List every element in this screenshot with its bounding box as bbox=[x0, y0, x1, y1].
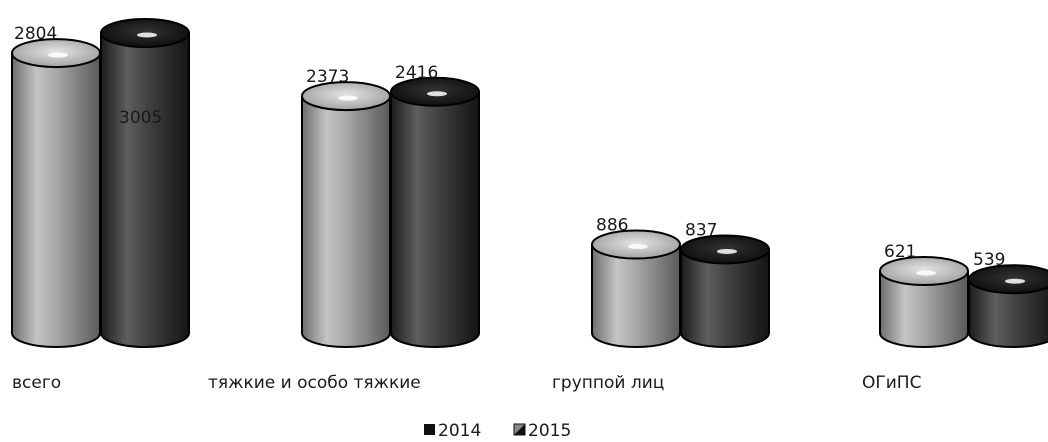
labels-layer: 2804 3005 всего 2373 2416 тяжкие и особо тяжк… bbox=[12, 24, 1005, 393]
legend-item-1: 2015 bbox=[513, 421, 571, 441]
value-label-0-1: 3005 bbox=[119, 108, 162, 128]
legend-item-0: 2014 bbox=[424, 421, 481, 441]
value-label-1-1: 2416 bbox=[395, 63, 438, 83]
value-label-3-1: 539 bbox=[973, 250, 1005, 270]
bar-1-0 bbox=[301, 81, 391, 348]
legend-label-0: 2014 bbox=[438, 421, 481, 441]
value-label-2-0: 886 bbox=[596, 216, 628, 236]
bar-0-1 bbox=[100, 18, 190, 348]
category-label-0: всего bbox=[12, 373, 61, 393]
bar-2-1 bbox=[680, 234, 770, 348]
bar-2-0 bbox=[591, 229, 681, 348]
bar-0-0 bbox=[11, 38, 101, 348]
category-label-2: группой лиц bbox=[552, 373, 664, 393]
legend-label-1: 2015 bbox=[528, 421, 571, 441]
value-label-1-0: 2373 bbox=[306, 67, 349, 87]
category-label-1: тяжкие и особо тяжкие bbox=[208, 373, 421, 393]
bar-3-1 bbox=[968, 264, 1048, 348]
value-label-0-0: 2804 bbox=[14, 24, 57, 44]
bar-1-1 bbox=[390, 76, 480, 348]
bars-layer bbox=[11, 18, 1048, 348]
bar-3-0 bbox=[879, 256, 969, 348]
category-label-3: ОГиПС bbox=[862, 373, 921, 393]
legend: 2014 2015 bbox=[424, 421, 571, 441]
value-label-3-0: 621 bbox=[884, 242, 916, 262]
value-label-2-1: 837 bbox=[685, 220, 717, 240]
